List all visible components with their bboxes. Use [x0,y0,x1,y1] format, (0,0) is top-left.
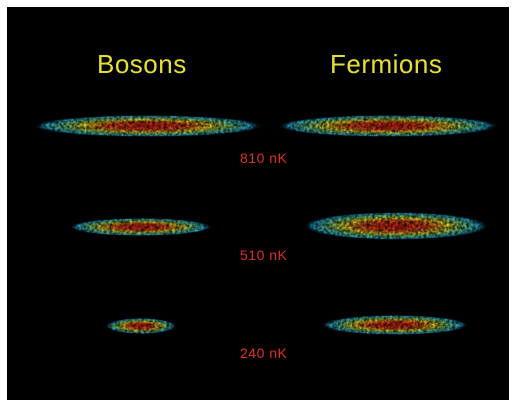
boson-cloud-510 [70,218,212,236]
atom-clouds [34,115,498,335]
fermion-cloud-510 [304,212,488,240]
temperature-label-810: 810 nK [240,150,288,166]
fermion-cloud-810 [278,115,498,137]
temperature-label-510: 510 nK [240,247,288,263]
fermions-heading: Fermions [330,49,443,79]
boson-cloud-810 [34,115,262,137]
bosons-heading: Bosons [97,49,187,79]
temperature-label-240: 240 nK [240,345,288,361]
image-frame: Bosons Fermions 810 n [7,7,509,400]
boson-cloud-240 [106,318,176,334]
fermion-cloud-240 [322,315,468,335]
